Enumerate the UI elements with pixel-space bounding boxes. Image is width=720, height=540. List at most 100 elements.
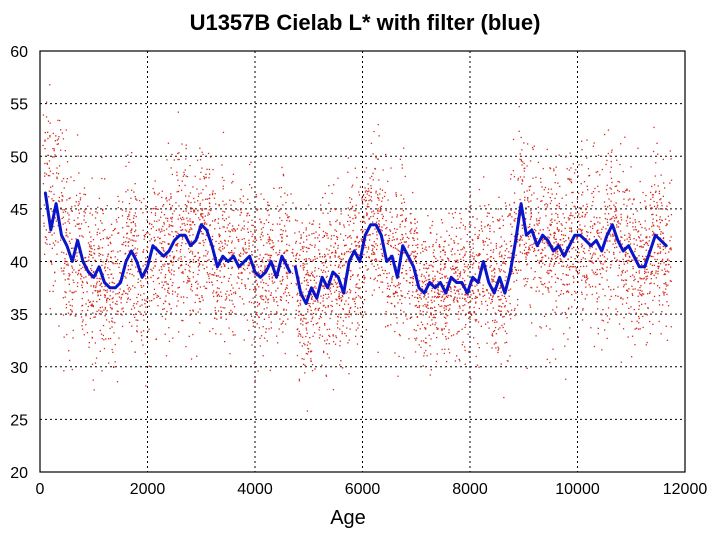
scatter-point bbox=[640, 294, 643, 296]
scatter-point bbox=[223, 247, 226, 249]
scatter-point bbox=[520, 235, 522, 237]
scatter-point bbox=[329, 256, 331, 258]
scatter-point bbox=[616, 246, 618, 248]
scatter-point bbox=[453, 240, 455, 242]
scatter-point bbox=[154, 212, 157, 214]
scatter-point bbox=[95, 275, 98, 277]
scatter-point bbox=[298, 333, 300, 335]
scatter-point bbox=[90, 251, 92, 253]
scatter-point bbox=[281, 240, 283, 242]
scatter-point bbox=[411, 228, 413, 230]
scatter-point bbox=[207, 229, 210, 231]
scatter-point bbox=[457, 290, 460, 293]
scatter-point bbox=[497, 208, 499, 210]
scatter-point bbox=[561, 265, 563, 267]
scatter-point bbox=[629, 236, 631, 238]
scatter-point bbox=[75, 201, 77, 203]
scatter-point bbox=[342, 258, 344, 260]
scatter-point bbox=[158, 269, 160, 271]
scatter-point bbox=[577, 175, 579, 177]
scatter-point bbox=[299, 304, 302, 306]
scatter-point bbox=[196, 287, 198, 289]
scatter-point bbox=[492, 221, 494, 223]
scatter-point bbox=[207, 251, 209, 253]
scatter-point bbox=[487, 321, 489, 323]
scatter-point bbox=[80, 268, 82, 270]
scatter-point bbox=[436, 328, 438, 330]
scatter-point bbox=[150, 211, 153, 214]
scatter-point bbox=[366, 193, 368, 195]
scatter-point bbox=[162, 205, 164, 207]
scatter-point bbox=[467, 294, 469, 296]
scatter-point bbox=[666, 259, 669, 261]
scatter-point bbox=[104, 178, 106, 180]
scatter-point bbox=[648, 228, 650, 230]
scatter-point bbox=[114, 227, 116, 230]
scatter-point bbox=[517, 269, 520, 271]
scatter-point bbox=[248, 261, 250, 264]
scatter-point bbox=[633, 243, 635, 245]
scatter-point bbox=[351, 250, 353, 253]
scatter-point bbox=[340, 297, 342, 299]
scatter-point bbox=[307, 290, 309, 293]
scatter-point bbox=[295, 309, 297, 312]
scatter-point bbox=[50, 186, 52, 188]
scatter-point bbox=[415, 329, 417, 332]
scatter-point bbox=[434, 324, 436, 326]
scatter-point bbox=[127, 241, 129, 244]
scatter-point bbox=[629, 221, 631, 223]
scatter-point bbox=[355, 216, 357, 218]
scatter-point bbox=[180, 258, 182, 260]
scatter-point bbox=[363, 194, 365, 196]
scatter-point bbox=[443, 316, 446, 318]
scatter-point bbox=[339, 345, 341, 347]
scatter-point bbox=[529, 226, 531, 228]
scatter-point bbox=[469, 312, 472, 315]
scatter-point bbox=[236, 228, 238, 230]
scatter-point bbox=[393, 239, 395, 241]
scatter-point bbox=[559, 254, 561, 257]
scatter-point bbox=[155, 258, 157, 260]
scatter-point bbox=[334, 256, 336, 258]
scatter-point bbox=[106, 258, 108, 260]
scatter-point bbox=[307, 284, 310, 287]
scatter-point bbox=[664, 268, 666, 270]
scatter-point bbox=[238, 259, 240, 261]
scatter-point bbox=[78, 172, 80, 174]
scatter-point bbox=[153, 236, 155, 239]
scatter-point bbox=[448, 329, 450, 331]
scatter-point bbox=[246, 267, 249, 269]
scatter-point bbox=[182, 271, 184, 273]
scatter-point bbox=[658, 190, 661, 192]
scatter-point bbox=[551, 276, 553, 278]
scatter-point bbox=[520, 269, 522, 271]
scatter-point bbox=[344, 303, 346, 305]
scatter-point bbox=[498, 287, 501, 289]
scatter-point bbox=[387, 285, 389, 287]
scatter-point bbox=[260, 193, 262, 195]
scatter-point bbox=[240, 211, 243, 214]
scatter-point bbox=[560, 223, 562, 225]
scatter-point bbox=[537, 206, 539, 208]
scatter-point bbox=[300, 335, 302, 337]
scatter-point bbox=[133, 217, 135, 219]
scatter-point bbox=[514, 266, 516, 268]
scatter-point bbox=[359, 287, 361, 289]
scatter-point bbox=[567, 217, 569, 219]
scatter-point bbox=[443, 285, 445, 287]
scatter-point bbox=[461, 293, 463, 295]
scatter-point bbox=[126, 233, 128, 235]
scatter-point bbox=[139, 208, 142, 210]
scatter-point bbox=[653, 200, 655, 203]
scatter-point bbox=[164, 234, 166, 236]
scatter-point bbox=[71, 298, 74, 301]
scatter-point bbox=[257, 208, 259, 210]
scatter-point bbox=[207, 152, 210, 155]
scatter-point bbox=[200, 208, 203, 210]
scatter-point bbox=[553, 265, 555, 267]
scatter-point bbox=[48, 190, 50, 192]
scatter-point bbox=[111, 298, 113, 300]
scatter-point bbox=[43, 204, 45, 206]
scatter-point bbox=[534, 228, 536, 231]
scatter-point bbox=[448, 309, 450, 311]
